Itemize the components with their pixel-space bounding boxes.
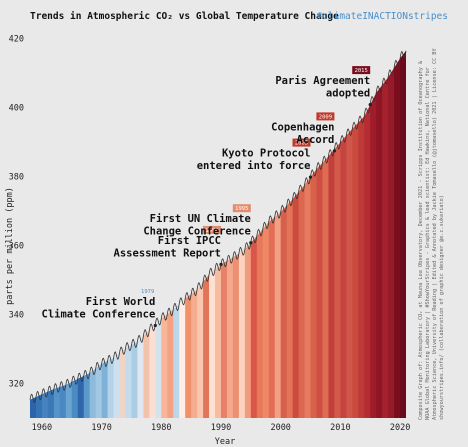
y-tick-360: 360 [9,241,24,251]
stripe-2010 [340,50,347,418]
event-label: First UN Climate [150,213,251,225]
co2-line-layer [29,50,407,403]
event-label: Change Conference [143,226,250,238]
y-tick-340: 340 [9,311,24,321]
stripe-2001 [286,50,294,418]
stripe-2018 [388,50,395,418]
y-tick-380: 380 [9,172,24,182]
event-marker [332,149,336,153]
event-label: entered into force [197,160,311,172]
year-tag-text: 2015 [355,68,368,74]
event-label: Copenhagen [271,121,334,133]
co2-series-line [29,50,407,403]
year-tag-text: 2009 [319,114,332,120]
stripe-2008 [328,50,335,418]
stripe-2005 [310,50,317,418]
x-tick-1960: 1960 [32,423,52,433]
year-tag-box [292,138,311,147]
stripe-2017 [382,50,389,418]
year-tag-box [316,112,335,121]
chart-title: Trends in Atmospheric CO₂ vs Global Temp… [30,11,339,22]
event-label: First IPCC [158,235,221,247]
event-label: Assessment Report [114,247,221,259]
credit-line-2: NOAA Global Monitoring Laboratory | #Sho… [425,67,431,420]
event-label: Kyoto Protocol [222,148,311,160]
stripe-1999 [274,50,282,418]
stripe-2013 [358,50,365,418]
x-tick-2000: 2000 [270,423,290,433]
event-label: First World [86,296,156,308]
credit-line-1: Composite Graph of: Atmospheric CO₂ at M… [418,60,424,420]
event-marker [308,175,313,179]
stripe-2016 [376,50,383,418]
stripe-2014 [364,50,371,418]
credits-block: Composite Graph of: Atmospheric CO₂ at M… [418,47,445,420]
event-label: Accord [296,134,334,146]
stripe-2012 [352,50,359,418]
stripe-2019 [394,50,401,418]
year-tag-text: 1995 [235,206,248,212]
credit-line-3: Atmospheric Science, University of Readi… [432,47,438,420]
stripe-2009 [334,50,341,418]
stripe-2011 [346,50,353,418]
x-tick-2010: 2010 [330,423,350,433]
axis-ticks: 1960 1970 1980 1990 2000 2010 2020 320 340 360 380… [9,34,411,433]
stripe-1997 [262,50,270,418]
stripe-2020 [400,50,406,418]
event-marker [153,323,157,328]
event-label: Paris Agreement [275,75,370,87]
year-tag-text: 1979 [141,289,154,295]
stripe-2003 [298,50,305,418]
y-tick-420: 420 [9,34,24,44]
hashtag-label: #climateINACTIONstripes [316,11,448,22]
year-tag-box [203,225,221,234]
stripe-2007 [322,50,329,418]
event-marker [219,262,223,266]
stripe-2006 [316,50,323,418]
event-label: adopted [326,88,370,100]
y-tick-320: 320 [9,380,24,390]
stripe-1998 [268,50,276,418]
year-tag-text: 1990 [205,228,218,234]
year-tag-box [352,66,371,75]
stripe-2000 [280,50,288,418]
event-label: Climate Conference [42,309,156,321]
credit-line-4: showyourstripes.info/ (collaboration of … [439,195,445,420]
event-marker [368,103,372,107]
stripe-2002 [292,50,299,418]
year-tag-box [232,204,251,213]
x-tick-2020: 2020 [390,423,410,433]
x-tick-1980: 1980 [151,423,171,433]
x-tick-1990: 1990 [211,423,231,433]
x-axis-label: Year [215,437,235,447]
event-marker [249,241,253,245]
stripe-2015 [370,50,377,418]
stripe-2004 [304,50,311,418]
y-axis-label: parts per million (ppm) [5,187,15,305]
year-tag-text: 2005 [295,141,308,147]
y-tick-400: 400 [9,103,24,113]
x-tick-1970: 1970 [91,423,111,433]
